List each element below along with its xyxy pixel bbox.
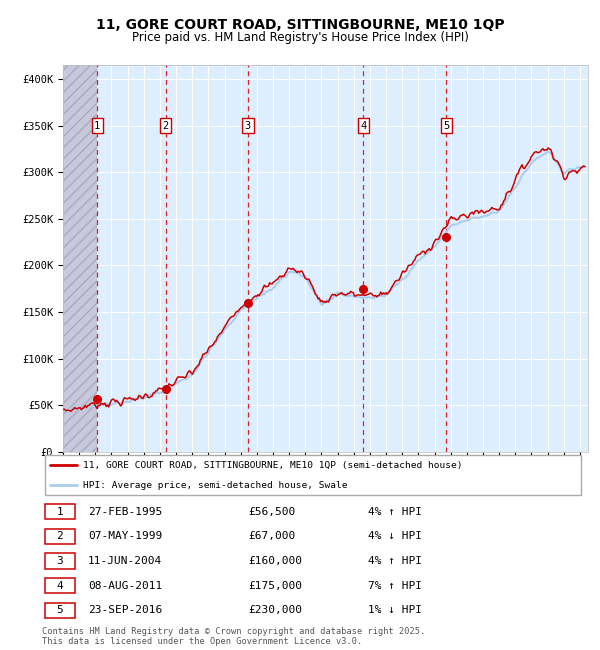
Text: 11, GORE COURT ROAD, SITTINGBOURNE, ME10 1QP (semi-detached house): 11, GORE COURT ROAD, SITTINGBOURNE, ME10… xyxy=(83,460,462,469)
Text: Contains HM Land Registry data © Crown copyright and database right 2025.: Contains HM Land Registry data © Crown c… xyxy=(42,627,425,636)
Text: 4% ↑ HPI: 4% ↑ HPI xyxy=(368,556,422,566)
Text: 5: 5 xyxy=(443,121,449,131)
Text: 4% ↓ HPI: 4% ↓ HPI xyxy=(368,531,422,541)
Text: 4: 4 xyxy=(361,121,367,131)
FancyBboxPatch shape xyxy=(45,455,581,495)
Text: 1: 1 xyxy=(94,121,100,131)
Text: £67,000: £67,000 xyxy=(248,531,296,541)
Text: HPI: Average price, semi-detached house, Swale: HPI: Average price, semi-detached house,… xyxy=(83,481,347,490)
Text: 4: 4 xyxy=(56,580,63,591)
Text: 08-AUG-2011: 08-AUG-2011 xyxy=(88,580,163,591)
FancyBboxPatch shape xyxy=(45,553,74,569)
Text: 5: 5 xyxy=(56,605,63,616)
Text: 1% ↓ HPI: 1% ↓ HPI xyxy=(368,605,422,616)
Text: 07-MAY-1999: 07-MAY-1999 xyxy=(88,531,163,541)
Text: 7% ↑ HPI: 7% ↑ HPI xyxy=(368,580,422,591)
Text: 2: 2 xyxy=(163,121,169,131)
Text: 23-SEP-2016: 23-SEP-2016 xyxy=(88,605,163,616)
Text: 1: 1 xyxy=(56,506,63,517)
Text: 11-JUN-2004: 11-JUN-2004 xyxy=(88,556,163,566)
Text: 3: 3 xyxy=(56,556,63,566)
Text: 4% ↑ HPI: 4% ↑ HPI xyxy=(368,506,422,517)
Text: £160,000: £160,000 xyxy=(248,556,302,566)
Text: 2: 2 xyxy=(56,531,63,541)
Text: 3: 3 xyxy=(245,121,251,131)
Text: £230,000: £230,000 xyxy=(248,605,302,616)
Text: 11, GORE COURT ROAD, SITTINGBOURNE, ME10 1QP: 11, GORE COURT ROAD, SITTINGBOURNE, ME10… xyxy=(95,18,505,32)
Text: Price paid vs. HM Land Registry's House Price Index (HPI): Price paid vs. HM Land Registry's House … xyxy=(131,31,469,44)
FancyBboxPatch shape xyxy=(45,578,74,593)
Text: £175,000: £175,000 xyxy=(248,580,302,591)
Text: 27-FEB-1995: 27-FEB-1995 xyxy=(88,506,163,517)
Text: £56,500: £56,500 xyxy=(248,506,296,517)
FancyBboxPatch shape xyxy=(45,528,74,544)
Text: This data is licensed under the Open Government Licence v3.0.: This data is licensed under the Open Gov… xyxy=(42,637,362,646)
FancyBboxPatch shape xyxy=(45,603,74,618)
FancyBboxPatch shape xyxy=(45,504,74,519)
